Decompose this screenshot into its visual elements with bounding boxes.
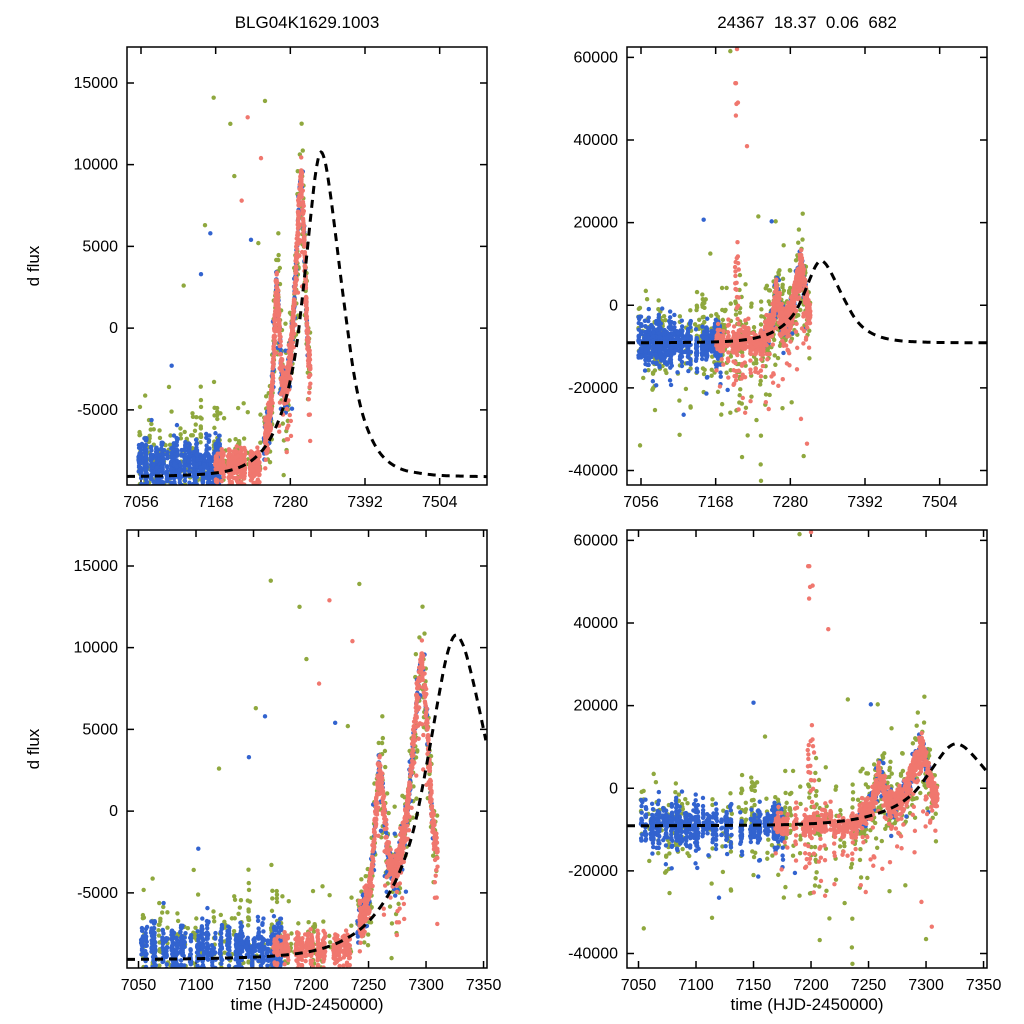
x-axis-label-bottom-left: time (HJD-2450000) — [230, 995, 384, 1014]
y-axis-label-bottom-left: d flux — [24, 728, 43, 770]
panel-title-left: BLG04K1629.1003 — [234, 13, 380, 32]
x-axis-label-bottom-right: time (HJD-2450000) — [730, 995, 884, 1014]
y-axis-label-top-left: d flux — [24, 245, 43, 287]
panel-title-right: 24367 18.37 0.06 682 — [717, 13, 897, 32]
